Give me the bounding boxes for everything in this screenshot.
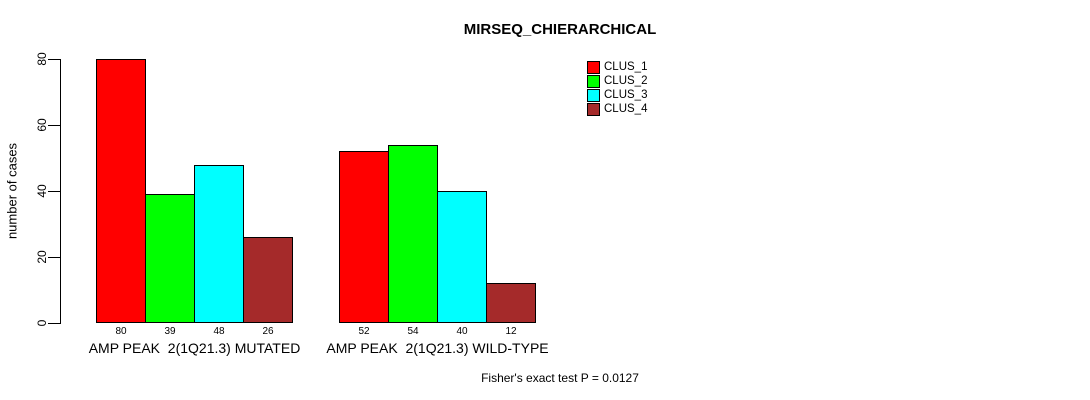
x-category-label: AMP PEAK 2(1Q21.3) MUTATED	[88, 340, 301, 356]
y-axis-line	[60, 59, 61, 324]
bar-value-label: 54	[407, 326, 419, 337]
bar-clus_2-group2	[388, 145, 438, 323]
legend-swatch-clus_1	[587, 61, 600, 74]
legend-swatch-clus_2	[587, 75, 600, 88]
y-axis-label: number of cases	[4, 142, 20, 240]
legend-swatch-clus_3	[587, 89, 600, 102]
x-category-label: AMP PEAK 2(1Q21.3) WILD-TYPE	[326, 340, 549, 356]
bar-value-label: 48	[213, 326, 225, 337]
bar-clus_1-group2	[339, 151, 389, 323]
y-tick-label: 80	[35, 52, 49, 66]
y-tick-label: 0	[35, 319, 49, 327]
legend-label-clus_3: CLUS_3	[604, 89, 648, 101]
bar-value-label: 40	[456, 326, 468, 337]
y-tick-label: 20	[35, 250, 49, 264]
y-tick	[48, 58, 60, 60]
bar-clus_2-group1	[145, 194, 195, 323]
bar-value-label: 26	[262, 326, 274, 337]
bar-value-label: 52	[358, 326, 370, 337]
bar-clus_3-group1	[194, 165, 244, 323]
y-tick	[48, 190, 60, 192]
bar-value-label: 12	[505, 326, 517, 337]
legend-label-clus_2: CLUS_2	[604, 75, 648, 87]
y-tick-label: 40	[35, 184, 49, 198]
y-tick	[48, 322, 60, 324]
chart-title: MIRSEQ_CHIERARCHICAL	[463, 21, 657, 38]
y-tick	[48, 256, 60, 258]
stat-annotation: Fisher's exact test P = 0.0127	[481, 371, 639, 385]
bar-value-label: 39	[164, 326, 176, 337]
bar-clus_4-group1	[243, 237, 293, 323]
bar-clus_4-group2	[486, 283, 536, 323]
y-tick	[48, 124, 60, 126]
legend-label-clus_1: CLUS_1	[604, 61, 648, 73]
bar-clus_1-group1	[96, 59, 146, 323]
legend-swatch-clus_4	[587, 103, 600, 116]
legend-label-clus_4: CLUS_4	[604, 103, 648, 115]
bar-value-label: 80	[115, 326, 127, 337]
bar-clus_3-group2	[437, 191, 487, 323]
y-tick-label: 60	[35, 118, 49, 132]
